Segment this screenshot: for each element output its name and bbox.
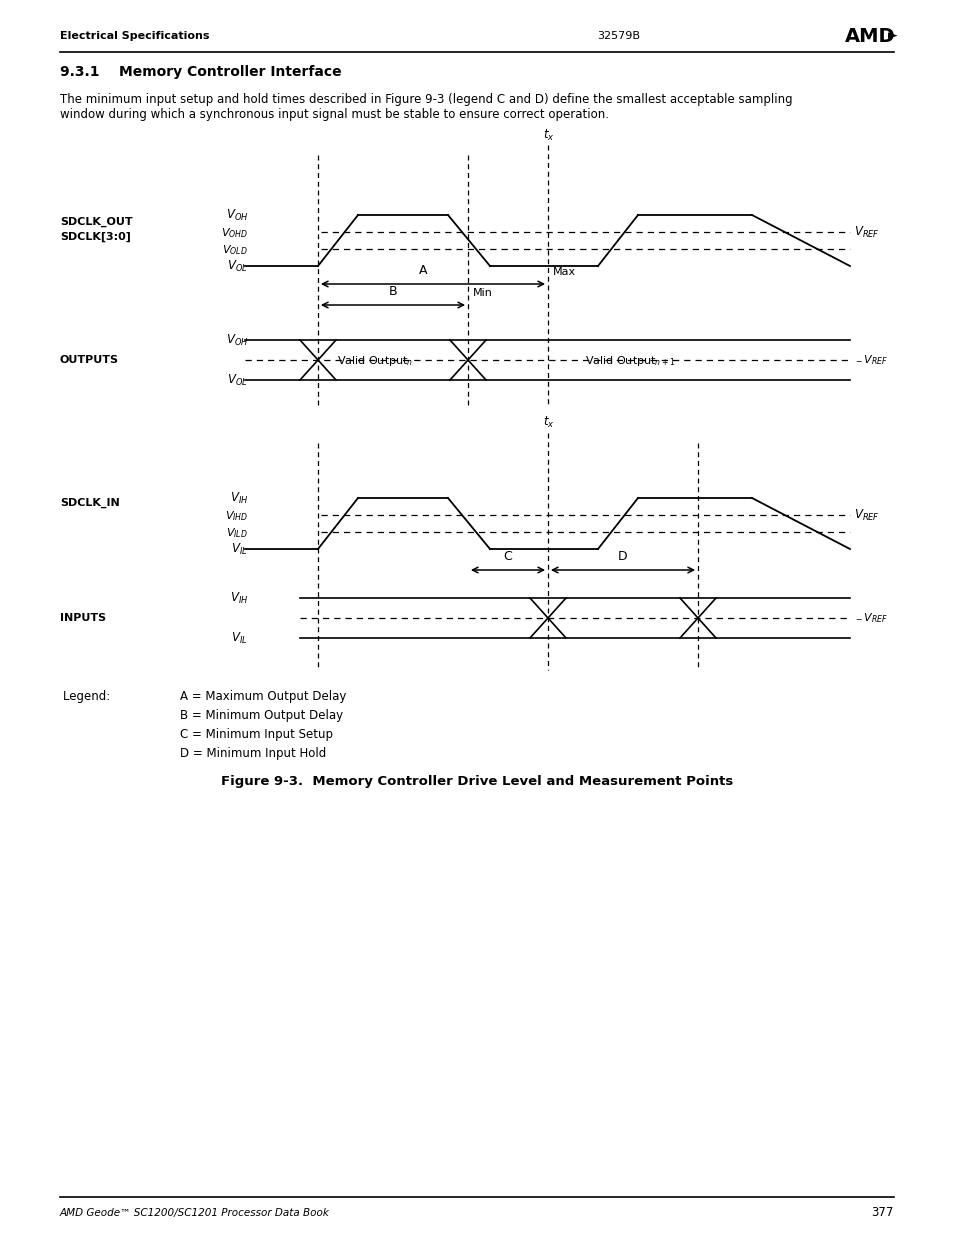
Text: $V_{REF}$: $V_{REF}$	[853, 508, 879, 522]
Text: Min: Min	[473, 288, 493, 298]
Text: D = Minimum Input Hold: D = Minimum Input Hold	[180, 747, 326, 760]
Text: $t_x$: $t_x$	[542, 128, 555, 143]
Text: Valid Output$_n$: Valid Output$_n$	[336, 354, 413, 368]
Text: A: A	[418, 264, 427, 277]
Text: $V_{IL}$: $V_{IL}$	[232, 541, 248, 557]
Text: INPUTS: INPUTS	[60, 613, 106, 622]
Text: $V_{IHD}$: $V_{IHD}$	[224, 509, 248, 522]
Text: 377: 377	[871, 1207, 893, 1219]
Text: $V_{ILD}$: $V_{ILD}$	[226, 526, 248, 540]
Text: $V_{IH}$: $V_{IH}$	[230, 590, 248, 605]
Text: Legend:: Legend:	[63, 690, 118, 703]
Text: Figure 9-3.  Memory Controller Drive Level and Measurement Points: Figure 9-3. Memory Controller Drive Leve…	[221, 776, 732, 788]
Text: Max: Max	[553, 267, 576, 277]
Text: $_-V_{REF}$: $_-V_{REF}$	[853, 611, 887, 625]
Text: $V_{IH}$: $V_{IH}$	[230, 490, 248, 505]
Text: AMD Geode™ SC1200/SC1201 Processor Data Book: AMD Geode™ SC1200/SC1201 Processor Data …	[60, 1208, 330, 1218]
Text: $V_{IL}$: $V_{IL}$	[232, 630, 248, 646]
Text: $V_{OHD}$: $V_{OHD}$	[220, 226, 248, 240]
Text: B = Minimum Output Delay: B = Minimum Output Delay	[180, 709, 343, 722]
Text: $V_{OH}$: $V_{OH}$	[225, 332, 248, 347]
Text: $V_{OLD}$: $V_{OLD}$	[222, 243, 248, 257]
Text: $_-V_{REF}$: $_-V_{REF}$	[853, 353, 887, 367]
Text: $V_{OL}$: $V_{OL}$	[227, 258, 248, 273]
Text: $V_{OH}$: $V_{OH}$	[225, 207, 248, 222]
Text: The minimum input setup and hold times described in Figure 9-3 (legend C and D) : The minimum input setup and hold times d…	[60, 93, 792, 106]
Text: $V_{REF}$: $V_{REF}$	[853, 225, 879, 240]
Text: AMD: AMD	[844, 26, 895, 46]
Text: B: B	[388, 285, 396, 298]
Text: Electrical Specifications: Electrical Specifications	[60, 31, 210, 41]
Text: SDCLK_IN: SDCLK_IN	[60, 498, 120, 508]
Text: SDCLK_OUT: SDCLK_OUT	[60, 217, 132, 227]
Text: Valid Output$_{n+1}$: Valid Output$_{n+1}$	[584, 354, 675, 368]
Text: ►: ►	[887, 30, 897, 42]
Text: SDCLK[3:0]: SDCLK[3:0]	[60, 232, 131, 242]
Text: A = Maximum Output Delay: A = Maximum Output Delay	[180, 690, 346, 703]
Text: OUTPUTS: OUTPUTS	[60, 354, 119, 366]
Text: $V_{OL}$: $V_{OL}$	[227, 373, 248, 388]
Text: window during which a synchronous input signal must be stable to ensure correct : window during which a synchronous input …	[60, 107, 608, 121]
Text: 32579B: 32579B	[597, 31, 639, 41]
Text: $t_x$: $t_x$	[542, 415, 555, 430]
Text: C = Minimum Input Setup: C = Minimum Input Setup	[180, 727, 333, 741]
Text: 9.3.1    Memory Controller Interface: 9.3.1 Memory Controller Interface	[60, 65, 341, 79]
Text: C: C	[503, 550, 512, 563]
Text: D: D	[618, 550, 627, 563]
